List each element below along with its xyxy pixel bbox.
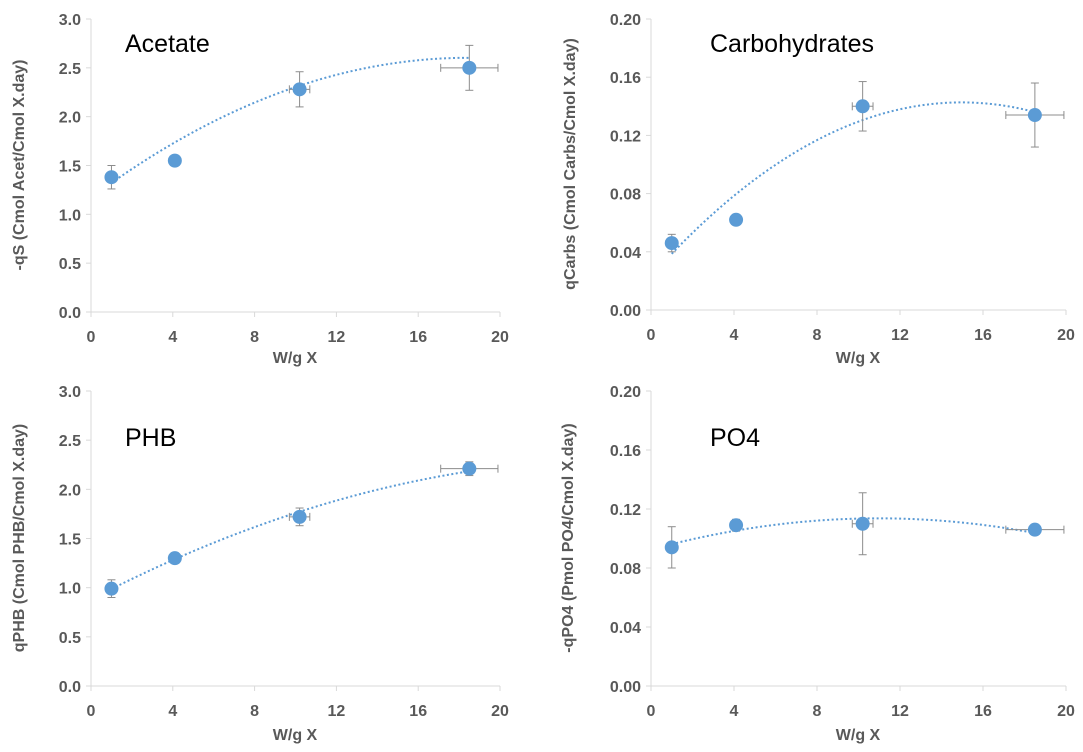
x-tick-label: 0 bbox=[87, 329, 96, 346]
x-tick-label: 0 bbox=[647, 327, 656, 344]
chart-phb: 0.0 0.5 1.0 1.5 2.0 2.5 3.0 0 4 8 12 16 20 W/g X qPHB … bbox=[11, 384, 509, 744]
x-tick-label: 12 bbox=[891, 327, 909, 344]
x-tick-label: 16 bbox=[974, 703, 992, 720]
x-tick-label: 12 bbox=[891, 703, 909, 720]
data-point bbox=[104, 581, 119, 596]
x-axis-title: W/g X bbox=[273, 727, 318, 744]
y-tick-label: 0.12 bbox=[610, 128, 641, 145]
x-tick-label: 20 bbox=[1057, 327, 1075, 344]
x-tick-label: 8 bbox=[813, 703, 822, 720]
data-point bbox=[855, 99, 870, 114]
x-tick-label: 4 bbox=[730, 703, 739, 720]
data-point bbox=[664, 540, 679, 555]
y-tick-label: 0.00 bbox=[610, 303, 641, 320]
y-tick-label: 0.04 bbox=[610, 245, 641, 262]
data-point bbox=[1027, 522, 1042, 537]
data-point bbox=[462, 461, 477, 476]
x-axis-title: W/g X bbox=[836, 350, 881, 367]
x-tick-label: 20 bbox=[491, 329, 509, 346]
data-point bbox=[1027, 108, 1042, 123]
data-point bbox=[729, 212, 744, 227]
y-tick-label: 2.0 bbox=[59, 110, 81, 127]
data-point bbox=[292, 509, 307, 524]
chart-title: PHB bbox=[125, 424, 176, 452]
chart-acetate: 0.0 0.5 1.0 1.5 2.0 2.5 3.0 0 4 8 12 16 20 W/g X -qS (… bbox=[11, 12, 509, 367]
y-tick-label: 3.0 bbox=[59, 12, 81, 29]
data-point bbox=[104, 170, 119, 185]
x-tick-label: 8 bbox=[813, 327, 822, 344]
x-tick-label: 0 bbox=[87, 703, 96, 720]
chart-title: Carbohydrates bbox=[710, 30, 874, 58]
data-point bbox=[292, 82, 307, 97]
trendline bbox=[111, 470, 470, 590]
x-tick-label: 8 bbox=[250, 703, 259, 720]
y-tick-label: 0.5 bbox=[59, 630, 81, 647]
y-tick-label: 1.5 bbox=[59, 159, 81, 176]
x-tick-label: 4 bbox=[168, 329, 177, 346]
y-axis-title: -qS (Cmol Acet/Cmol X.day) bbox=[11, 60, 28, 271]
chart-title: PO4 bbox=[710, 424, 760, 452]
trendline bbox=[671, 517, 1036, 546]
y-tick-label: 1.0 bbox=[59, 207, 81, 224]
y-tick-label: 0.0 bbox=[59, 305, 81, 322]
x-tick-label: 16 bbox=[974, 327, 992, 344]
x-tick-label: 16 bbox=[409, 329, 427, 346]
y-tick-label: 0.20 bbox=[610, 12, 641, 29]
y-tick-label: 2.5 bbox=[59, 433, 81, 450]
x-tick-label: 4 bbox=[168, 703, 177, 720]
x-tick-label: 0 bbox=[647, 703, 656, 720]
chart-po4: 0.00 0.04 0.08 0.12 0.16 0.20 0 4 8 12 16 20 W/g X -q… bbox=[560, 384, 1075, 744]
y-tick-label: 1.5 bbox=[59, 532, 81, 549]
y-tick-label: 0.0 bbox=[59, 679, 81, 696]
y-tick-label: 0.04 bbox=[610, 620, 641, 637]
data-point bbox=[729, 518, 744, 533]
chart-title: Acetate bbox=[125, 30, 210, 58]
y-tick-label: 0.5 bbox=[59, 256, 81, 273]
x-axis-title: W/g X bbox=[836, 727, 881, 744]
y-tick-label: 0.00 bbox=[610, 679, 641, 696]
x-tick-label: 20 bbox=[491, 703, 509, 720]
y-tick-label: 0.08 bbox=[610, 561, 641, 578]
data-point bbox=[167, 153, 182, 168]
y-axis-title: -qPO4 (Pmol PO4/Cmol X.day) bbox=[560, 423, 577, 652]
y-tick-label: 1.0 bbox=[59, 581, 81, 598]
y-axis-title: qPHB (Cmol PHB/Cmol X.day) bbox=[11, 424, 28, 652]
y-tick-label: 2.5 bbox=[59, 61, 81, 78]
y-tick-label: 3.0 bbox=[59, 384, 81, 401]
x-tick-label: 4 bbox=[730, 327, 739, 344]
x-tick-label: 12 bbox=[328, 703, 346, 720]
y-tick-label: 2.0 bbox=[59, 482, 81, 499]
trendline bbox=[671, 101, 1036, 255]
x-axis-title: W/g X bbox=[273, 350, 318, 367]
chart-carbohydrates: 0.00 0.04 0.08 0.12 0.16 0.20 0 4 8 12 16 20 W/g X qC… bbox=[562, 12, 1075, 367]
y-tick-label: 0.12 bbox=[610, 502, 641, 519]
y-tick-label: 0.20 bbox=[610, 384, 641, 401]
x-tick-label: 20 bbox=[1057, 703, 1075, 720]
y-tick-label: 0.16 bbox=[610, 443, 641, 460]
y-tick-label: 0.16 bbox=[610, 70, 641, 87]
y-axis-title: qCarbs (Cmol Carbs/Cmol X.day) bbox=[562, 38, 579, 290]
x-tick-label: 12 bbox=[328, 329, 346, 346]
data-point bbox=[462, 60, 477, 75]
x-tick-label: 8 bbox=[250, 329, 259, 346]
data-point bbox=[855, 516, 870, 531]
trendline bbox=[110, 56, 470, 184]
x-tick-label: 16 bbox=[409, 703, 427, 720]
data-point bbox=[664, 236, 679, 251]
data-point bbox=[167, 551, 182, 566]
y-tick-label: 0.08 bbox=[610, 187, 641, 204]
